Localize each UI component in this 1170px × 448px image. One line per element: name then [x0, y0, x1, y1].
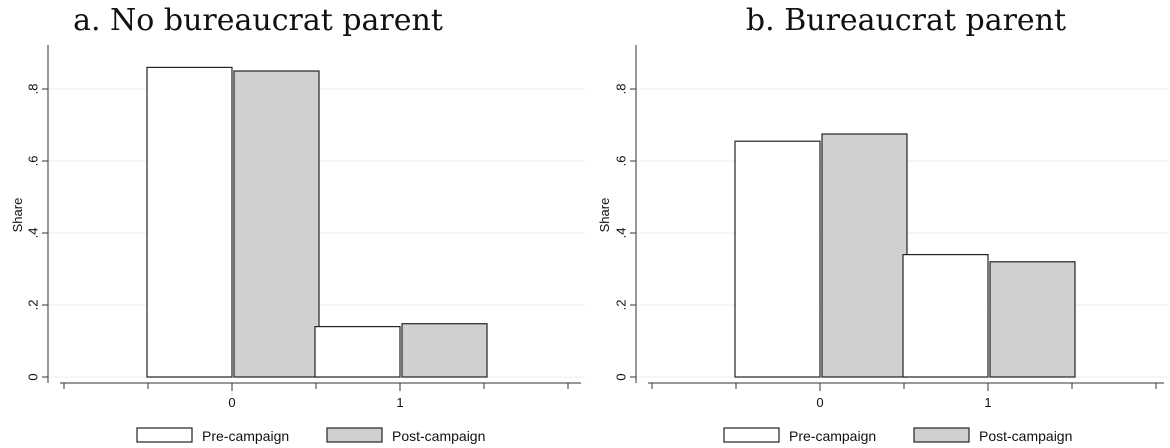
y-tick-label: .6: [25, 156, 40, 167]
y-tick-label: .8: [25, 84, 40, 95]
y-axis-title: Share: [597, 198, 612, 233]
panel-bureaucrat-parent: b. Bureaucrat parent Share 0 .2 .4 .6 .8 0 1 P…: [597, 3, 1168, 444]
x-tick-label: 1: [984, 395, 991, 410]
bar: [314, 326, 401, 378]
bar: [821, 133, 908, 378]
legend-swatch: [913, 427, 970, 443]
panel-title: b. Bureaucrat parent: [746, 3, 1066, 38]
y-tick-label: .4: [25, 228, 40, 239]
legend-label: Pre-campaign: [789, 428, 876, 444]
bar: [902, 254, 989, 378]
legend-label: Post-campaign: [392, 428, 485, 444]
legend-swatch: [326, 427, 383, 443]
legend: Pre-campaign Post-campaign: [723, 427, 1072, 444]
panel-title: a. No bureaucrat parent: [73, 3, 443, 38]
bar: [989, 261, 1076, 378]
y-tick-label: .2: [25, 300, 40, 311]
axes: 0 .2 .4 .6 .8 0 1: [25, 45, 581, 410]
bar: [401, 323, 488, 378]
x-tick-label: 0: [816, 395, 823, 410]
legend-swatch: [723, 427, 780, 443]
y-tick-label: 0: [613, 373, 628, 380]
y-tick-label: 0: [25, 373, 40, 380]
legend-label: Post-campaign: [979, 428, 1072, 444]
axes: 0 .2 .4 .6 .8 0 1: [613, 45, 1164, 410]
y-tick-label: .4: [613, 228, 628, 239]
bar: [233, 70, 320, 378]
x-tick-label: 0: [228, 395, 235, 410]
bar: [146, 66, 233, 378]
panel-no-bureaucrat-parent: a. No bureaucrat parent Share 0.2.4.6.80…: [10, 3, 585, 444]
legend-label: Pre-campaign: [202, 428, 289, 444]
y-tick-label: .6: [613, 156, 628, 167]
bars: [146, 66, 488, 378]
y-tick-label: .8: [613, 84, 628, 95]
legend: Pre-campaign Post-campaign: [136, 427, 485, 444]
bar: [734, 140, 821, 378]
x-tick-label: 1: [396, 395, 403, 410]
legend-swatch: [136, 427, 193, 443]
y-axis-title: Share: [10, 198, 25, 233]
bars: [734, 133, 1076, 378]
y-tick-label: .2: [613, 300, 628, 311]
